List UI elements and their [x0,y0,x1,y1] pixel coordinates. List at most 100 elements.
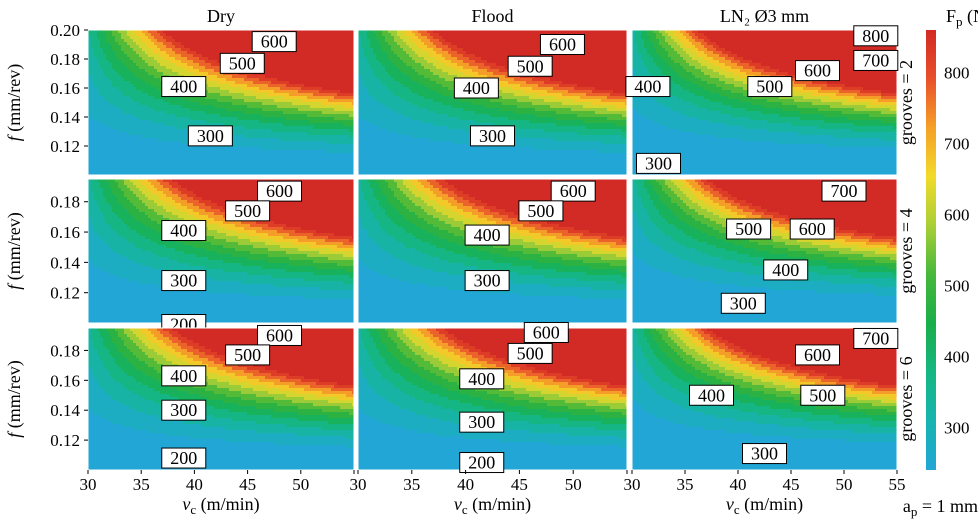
y-tick-label: 0.16 [50,79,80,98]
contour-label-text: 600 [261,32,288,52]
contour-label-text: 500 [527,201,554,221]
contour-label: 300 [470,125,515,147]
contour-label: 400 [453,77,499,99]
contour-label: 400 [161,220,207,242]
contour-label: 500 [507,342,553,364]
panel-frame [631,327,898,471]
x-tick-label: 40 [186,475,203,494]
contour-label-text: 400 [698,385,725,405]
contour-label: 600 [795,60,840,82]
x-tick-label: 30 [624,475,641,494]
contour-label-text: 500 [234,345,261,365]
contour-label-text: 400 [170,221,197,241]
contour-label-text: 300 [170,271,197,291]
contour-label-text: 600 [266,181,293,201]
y-tick-label: 0.16 [50,371,80,390]
contour-fill [88,30,354,175]
contour-label: 300 [464,270,510,292]
contour-label: 400 [464,224,510,246]
row-label-3: grooves = 6 [896,356,916,441]
x-axis-label: vc (m/min) [726,494,803,517]
contour-label: 200 [459,452,505,474]
y-tick-label: 0.12 [50,284,80,303]
y-tick-label: 0.18 [50,193,80,212]
x-tick-label: 45 [783,475,800,494]
contour-label-text: 200 [468,453,495,473]
contour-label: 500 [518,200,564,222]
column-title-2: Flood [471,6,513,26]
contour-label-text: 700 [862,328,889,348]
row-label-1: grooves = 2 [896,60,916,145]
contour-label-text: 500 [756,77,783,97]
contour-label-text: 600 [799,219,826,239]
x-tick-label: 40 [457,475,474,494]
y-axis-label: f (mm/rev) [4,64,25,142]
colorbar-tick-label: 500 [944,276,970,295]
y-tick-label: 0.18 [50,341,80,360]
x-tick-label: 35 [677,475,694,494]
x-tick-label: 30 [80,475,97,494]
contour-label: 300 [742,443,787,465]
contour-label-text: 400 [468,369,495,389]
contour-label-text: 300 [751,444,778,464]
contour-label-text: 500 [234,201,261,221]
contour-fill [88,179,354,323]
y-tick-label: 0.16 [50,223,80,242]
contour-label: 300 [636,152,681,174]
panel-frame [357,178,628,324]
contour-label: 400 [689,384,734,406]
annotations: Dry Flood LN₂ Ø3 mm 0.12 0.14 0.16 0.18 0.20 f (… [4,6,978,519]
x-axis-label: vc (m/min) [454,494,531,517]
contour-label-text: 800 [862,26,889,46]
contour-label: 200 [161,447,207,469]
colorbar: 300 400 500 600 700 800 Fp (N) [926,6,978,470]
contour-label: 400 [763,259,809,281]
contour-label-text: 300 [474,271,501,291]
contour-label: 700 [821,180,867,202]
contour-label-text: 700 [862,50,889,70]
contour-label-text: 600 [266,325,293,345]
contour-label: 500 [225,200,271,222]
contour-label-text: 300 [645,153,672,173]
contour-fill [358,30,627,175]
x-tick-label: 50 [565,475,582,494]
contour-label: 500 [726,218,772,240]
x-tick-label: 50 [292,475,309,494]
contour-label-text: 400 [634,77,661,97]
x-axis-label: vc (m/min) [182,494,259,517]
contour-fill [358,328,627,470]
contour-label: 700 [853,49,899,71]
contour-label: 700 [853,327,899,349]
contour-label: 600 [789,218,835,240]
y-axis-label: f (mm/rev) [4,360,25,438]
contour-label-text: 400 [170,366,197,386]
contour-label: 600 [550,180,596,202]
y-axis-label: f (mm/rev) [4,212,25,290]
contour-label: 400 [161,365,207,387]
contour-label-text: 300 [468,412,495,432]
contour-label-text: 400 [772,260,799,280]
y-tick-label: 0.18 [50,50,80,69]
panel-frame [357,29,628,176]
contour-label-text: 300 [197,126,224,146]
contour-label-text: 700 [831,181,858,201]
contour-label: 600 [539,34,585,55]
contour-panel-r2-c3: 700 500 600 400 300 [631,178,898,324]
y-tick-label: 0.12 [50,431,80,450]
colorbar-tick-label: 800 [944,64,970,83]
contour-label: 800 [853,25,899,47]
column-title-3: LN₂ Ø3 mm [720,6,809,26]
contour-label-text: 600 [549,35,576,55]
colorbar-tick-label: 400 [944,347,970,366]
contour-label-text: 300 [730,293,757,313]
contour-fill [88,328,354,470]
contour-label-text: 500 [517,343,544,363]
x-tick-label: 50 [836,475,853,494]
contour-label-text: 600 [533,322,560,342]
contour-label: 600 [257,180,303,202]
